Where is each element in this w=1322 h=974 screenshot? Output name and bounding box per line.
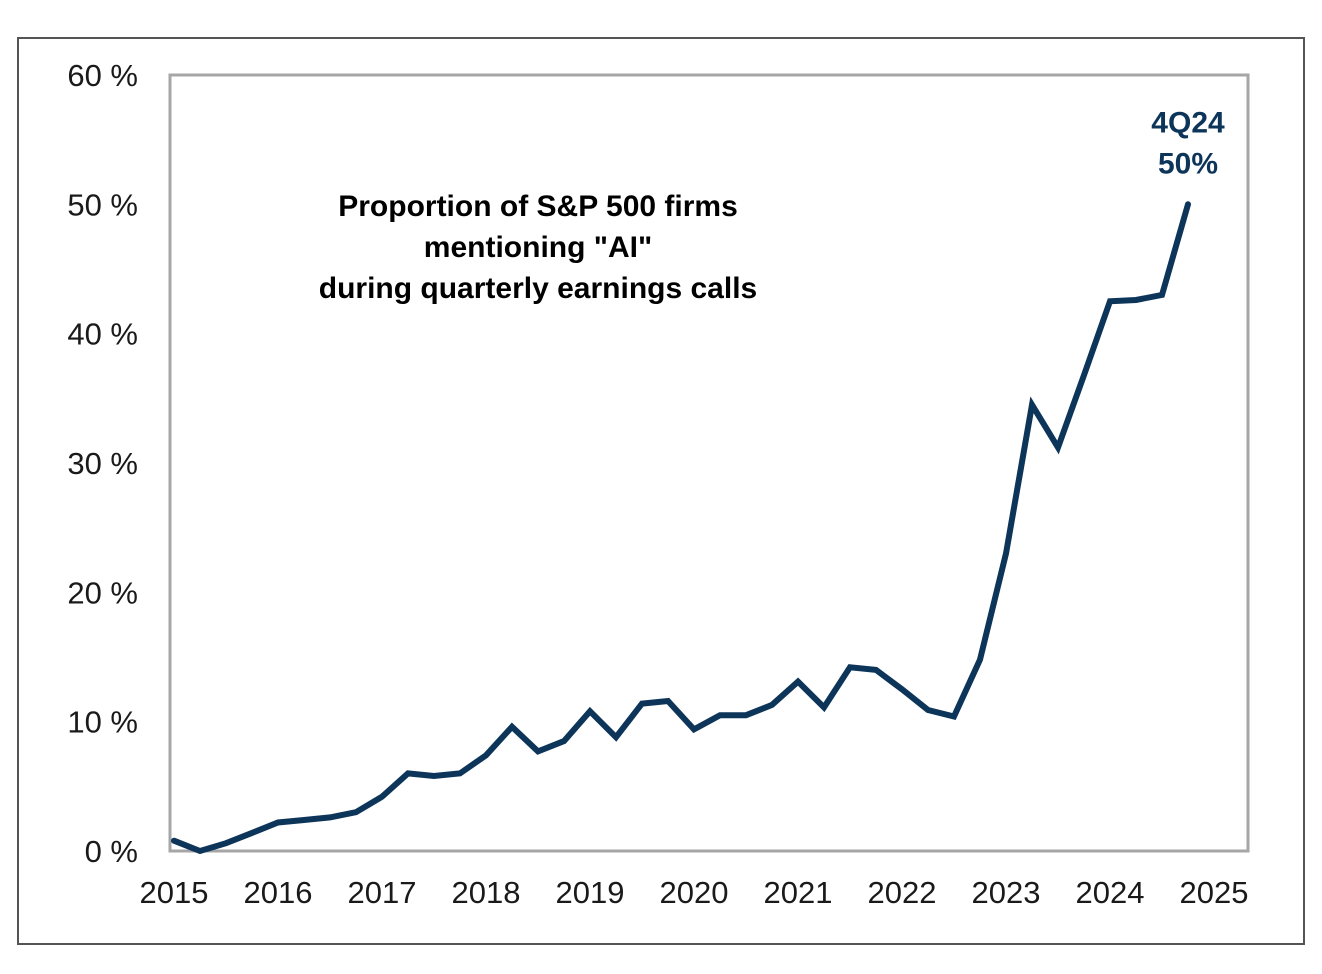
- y-tick-label: 40 %: [67, 317, 138, 352]
- y-tick-label: 50 %: [67, 187, 138, 222]
- x-tick-label: 2022: [868, 875, 937, 910]
- x-tick-label: 2016: [244, 875, 313, 910]
- y-tick-label: 30 %: [67, 446, 138, 481]
- title-line-1: Proportion of S&P 500 firms: [338, 190, 738, 223]
- chart-frame: [17, 37, 1305, 945]
- annotation-label: 50%: [1158, 147, 1218, 180]
- title-line-2: mentioning "AI": [424, 231, 652, 264]
- y-axis: 0 % 10 % 20 % 30 % 40 % 50 % 60 %: [67, 58, 138, 869]
- y-tick-label: 60 %: [67, 58, 138, 93]
- chart-title: Proportion of S&P 500 firms mentioning "…: [319, 190, 757, 305]
- series-line: [171, 201, 1191, 855]
- y-tick-label: 20 %: [67, 575, 138, 610]
- x-tick-label: 2015: [140, 875, 209, 910]
- y-tick-label: 10 %: [67, 705, 138, 740]
- x-tick-label: 2024: [1076, 875, 1145, 910]
- x-tick-label: 2018: [452, 875, 521, 910]
- x-tick-label: 2017: [348, 875, 417, 910]
- x-axis: 2015 2016 2017 2018 2019 2020 2021 2022 2023 2024…: [140, 875, 1249, 910]
- annotations: 4Q24 50%: [1151, 106, 1225, 180]
- series-group: [171, 201, 1191, 855]
- x-tick-label: 2020: [660, 875, 729, 910]
- plot-area: [168, 73, 1250, 853]
- annotation-label: 4Q24: [1151, 106, 1225, 139]
- x-tick-label: 2023: [972, 875, 1041, 910]
- x-tick-label: 2025: [1180, 875, 1249, 910]
- y-tick-label: 0 %: [85, 834, 138, 869]
- x-tick-label: 2021: [764, 875, 833, 910]
- x-tick-label: 2019: [556, 875, 625, 910]
- title-line-3: during quarterly earnings calls: [319, 272, 757, 305]
